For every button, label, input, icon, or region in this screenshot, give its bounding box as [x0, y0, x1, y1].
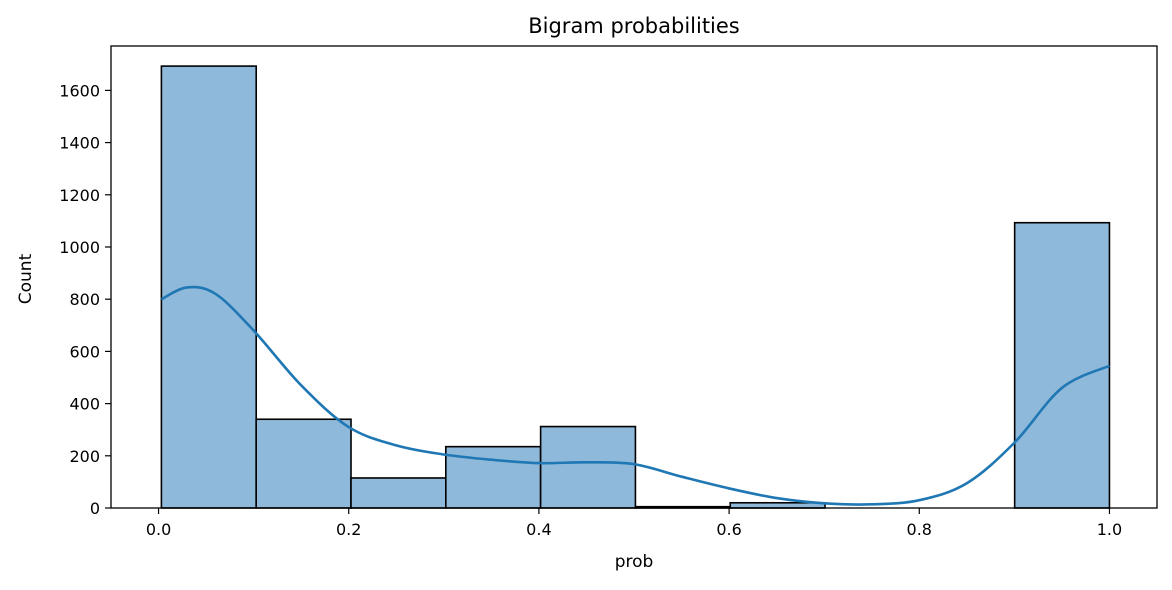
- y-tick-label: 200: [69, 447, 100, 466]
- y-tick-label: 1600: [59, 81, 100, 100]
- y-tick-label: 1000: [59, 238, 100, 257]
- x-tick-label: 0.6: [716, 520, 741, 539]
- histogram-bar-9: [1013, 221, 1111, 509]
- y-tick-label: 800: [69, 290, 100, 309]
- y-tick-label: 400: [69, 395, 100, 414]
- histogram-bar-1: [255, 418, 352, 509]
- x-tick-label: 0.8: [907, 520, 932, 539]
- y-tick-label: 600: [69, 342, 100, 361]
- histogram-bar-0: [160, 65, 258, 509]
- x-tick-label: 0.0: [146, 520, 171, 539]
- plot-frame: [110, 45, 1158, 509]
- y-tick-label: 0: [90, 499, 100, 518]
- x-axis-label: prob: [615, 552, 654, 572]
- y-axis: 0 200 400 600 800 1000 1200 1400 1600: [59, 81, 111, 518]
- histogram-bar-2: [350, 477, 447, 509]
- x-axis: 0.0 0.2 0.4 0.6 0.8 1.0: [146, 508, 1122, 539]
- bars-layer: [160, 65, 1111, 509]
- y-tick-label: 1200: [59, 186, 100, 205]
- histogram-bar-4: [539, 425, 637, 509]
- x-tick-label: 1.0: [1097, 520, 1122, 539]
- kde-curve: [160, 285, 1110, 506]
- chart-title: Bigram probabilities: [528, 14, 740, 38]
- kde-layer: [160, 285, 1110, 506]
- y-tick-label: 1400: [59, 134, 100, 153]
- x-tick-label: 0.2: [336, 520, 361, 539]
- x-tick-label: 0.4: [526, 520, 551, 539]
- y-axis-label: Count: [16, 253, 36, 304]
